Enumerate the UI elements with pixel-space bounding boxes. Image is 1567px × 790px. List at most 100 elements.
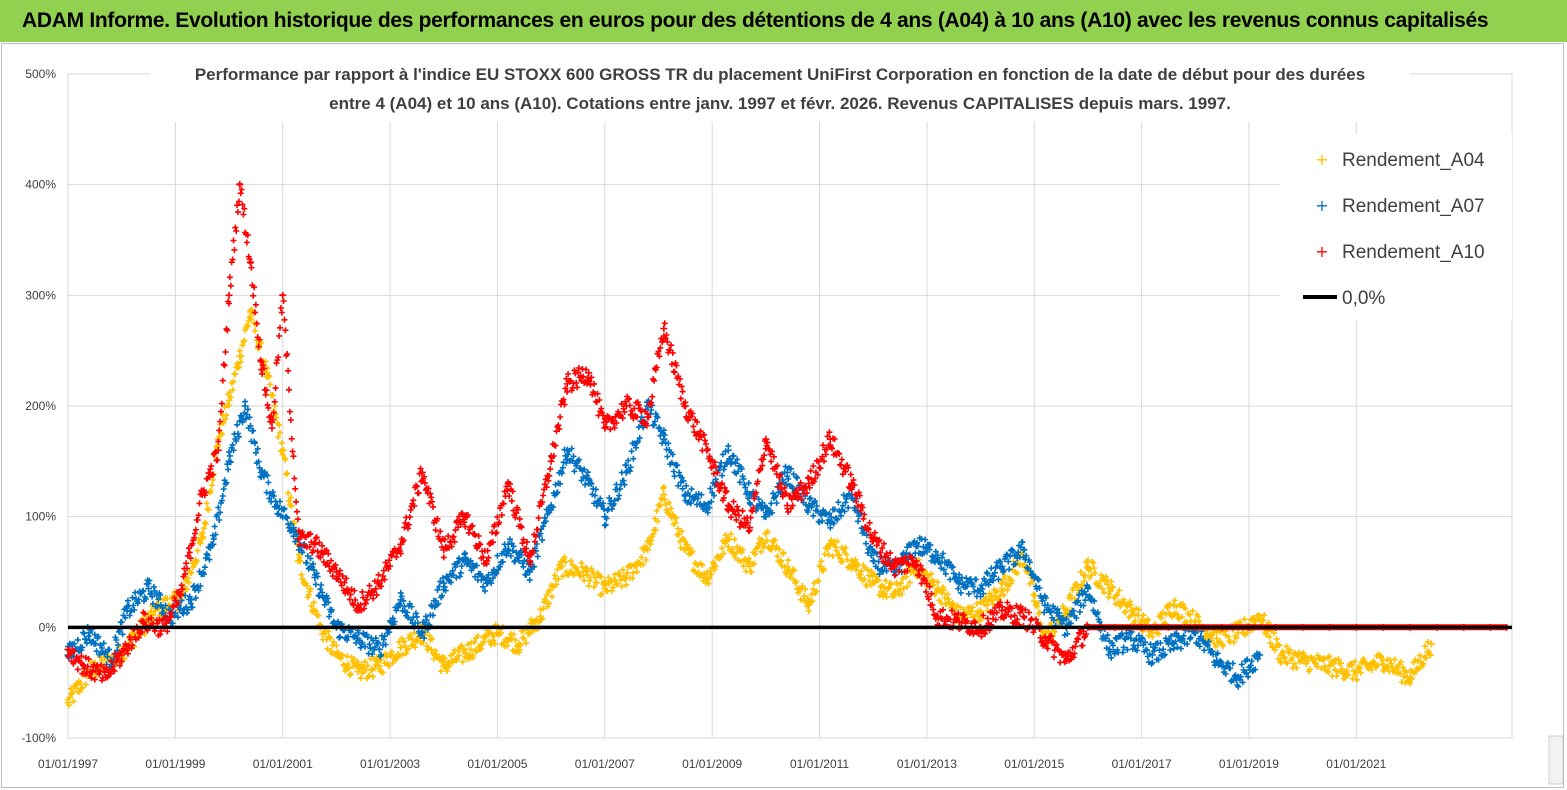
legend-background [1280,134,1512,320]
data-point [977,607,985,615]
data-point [783,502,791,510]
data-point [660,491,668,499]
data-point [1105,585,1113,593]
data-point [64,645,72,653]
data-point [236,181,244,189]
chart: Performance par rapport à l'indice EU ST… [21,60,1564,785]
data-point [102,673,110,681]
data-point [955,618,963,626]
data-point [783,468,791,476]
data-point [563,446,571,454]
data-point [504,540,512,548]
x-tick-label: 01/01/2007 [575,757,635,771]
data-point [1277,651,1285,659]
data-point [1299,657,1307,665]
data-point [955,579,963,587]
data-point [225,396,233,404]
data-point [80,662,88,670]
data-point [1352,668,1360,676]
data-point [891,590,899,598]
data-point [526,557,534,565]
data-point [145,585,153,593]
data-point [1325,662,1333,670]
scroll-arrow-icon[interactable] [1548,735,1564,785]
data-point [418,468,426,476]
markers-Rendement_A04 [65,307,1434,709]
data-point [397,596,405,604]
data-point [1427,640,1435,648]
data-point [848,479,856,487]
legend-label-a10: Rendement_A10 [1342,242,1485,263]
data-point [1127,607,1135,615]
data-point [1406,673,1414,681]
data-point [934,585,942,593]
data-point [526,568,534,576]
x-axis-ticks: 01/01/1997 01/01/1999 01/01/2001 01/01/2003… [38,757,1387,771]
data-point [354,634,362,642]
data-point [724,502,732,510]
data-point [1041,601,1049,609]
data-point [934,612,942,620]
data-point [703,446,711,454]
data-point [279,291,287,299]
data-point [397,540,405,548]
data-point [354,601,362,609]
data-point [268,424,276,432]
data-point [826,540,834,548]
data-point [660,325,668,333]
data-point [805,601,813,609]
data-point [746,491,754,499]
data-point [214,446,222,454]
data-point [1170,640,1178,648]
data-point [247,258,255,266]
data-point [762,435,770,443]
y-tick-label: 100% [25,510,56,524]
data-point [660,435,668,443]
data-point [601,424,609,432]
data-point [805,502,813,510]
data-point [440,662,448,670]
data-point [209,540,217,548]
data-point [601,513,609,521]
data-point [1020,612,1028,620]
data-point [1170,601,1178,609]
legend-label-a04: Rendement_A04 [1342,150,1485,171]
data-point [826,518,834,526]
data-point [1234,629,1242,637]
x-tick-label: 01/01/2017 [1112,757,1172,771]
data-point [998,585,1006,593]
legend-marker-a04: + [1315,150,1328,169]
y-tick-label: 0% [39,620,57,634]
legend-marker-a07: + [1315,196,1328,215]
data-point [440,579,448,587]
y-tick-label: 200% [25,399,56,413]
data-point [912,540,920,548]
data-point [257,358,265,366]
data-point [279,446,287,454]
data-point [622,468,630,476]
data-point [977,585,985,593]
data-point [418,629,426,637]
data-point [85,629,93,637]
y-tick-label: 400% [25,178,56,192]
data-point [1148,651,1156,659]
data-point [1127,634,1135,642]
data-point [762,513,770,521]
data-point [107,657,115,665]
data-point [354,668,362,676]
data-point [1041,634,1049,642]
data-point [198,491,206,499]
data-point [681,402,689,410]
legend-label-a07: Rendement_A07 [1342,196,1485,217]
data-point [1105,645,1113,653]
data-point [681,546,689,554]
data-point [375,579,383,587]
data-point [724,446,732,454]
data-point [783,562,791,570]
data-point [1379,657,1387,665]
data-point [273,502,281,510]
y-tick-label: -100% [21,731,56,745]
data-point [912,557,920,565]
x-tick-label: 01/01/2011 [790,757,849,771]
data-point [558,562,566,570]
